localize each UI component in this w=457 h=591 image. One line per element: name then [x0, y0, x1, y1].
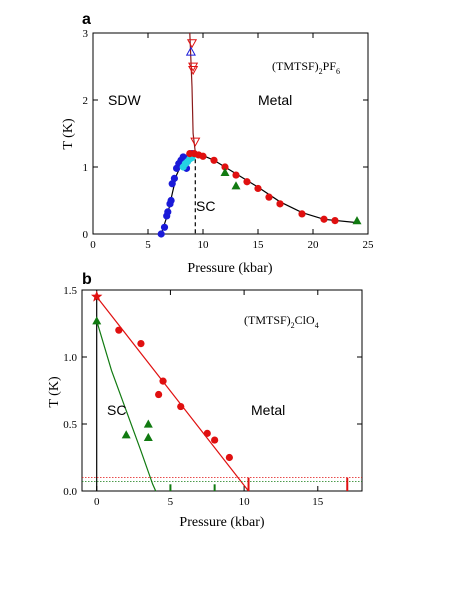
region-sdw-label: SDW	[108, 92, 141, 108]
formula-a-suffix-sub: 6	[336, 67, 340, 76]
data-point-circle	[157, 230, 165, 238]
data-point-circle	[320, 215, 328, 223]
panel-a-y-axis-label: T (K)	[61, 118, 76, 150]
data-point-circle	[254, 184, 262, 193]
data-point-circle	[203, 429, 211, 437]
region-metal-label-b: Metal	[251, 402, 285, 418]
data-point-circle	[225, 453, 233, 462]
y-tick-label: 1	[83, 162, 89, 174]
data-point-triangle	[121, 430, 131, 439]
data-point-circle	[210, 156, 218, 164]
data-point-open-triangle-down	[190, 137, 201, 147]
data-point-circle	[170, 174, 178, 182]
data-point-triangle	[352, 216, 362, 225]
data-point-circle	[221, 163, 229, 171]
panel-a-frame	[92, 32, 369, 235]
formula-b-prefix: (TMTSF)	[244, 313, 291, 327]
x-tick-label: 5	[145, 239, 151, 251]
data-point-triangle	[92, 316, 102, 325]
data-point-circle	[331, 217, 339, 225]
panel-b-y-ticks: 0.0 0.5 1.0 1.5	[63, 285, 362, 498]
region-sc-label-b: SC	[107, 402, 126, 418]
data-point-open-triangle-up	[185, 46, 196, 56]
x-tick-label: 0	[94, 496, 100, 508]
series-line	[96, 320, 157, 492]
y-tick-label: 1.5	[63, 285, 77, 297]
data-point-circle	[159, 377, 167, 385]
data-point-circle	[167, 196, 175, 205]
region-sc-label: SC	[196, 198, 215, 214]
panel-b-y-axis-label: T (K)	[47, 376, 62, 408]
region-metal-label: Metal	[258, 92, 292, 108]
data-point-circle	[199, 152, 207, 160]
data-point-triangle	[143, 432, 153, 441]
y-tick-label: 3	[83, 28, 89, 40]
formula-a-sub: 2	[319, 67, 323, 76]
data-point-circle	[137, 340, 145, 348]
panel-b-frame	[81, 289, 363, 492]
data-point-circle	[164, 208, 172, 216]
panel-b-vertical-marks	[169, 477, 349, 491]
compound-formula-b: (TMTSF)2ClO4	[244, 313, 319, 330]
formula-b-suffix: ClO	[295, 313, 315, 327]
y-tick-label: 0.0	[63, 486, 77, 498]
x-tick-label: 20	[308, 239, 320, 251]
panel-a-points	[157, 39, 362, 238]
y-tick-label: 0.5	[63, 419, 77, 431]
x-tick-label: 10	[198, 239, 210, 251]
x-tick-label: 5	[168, 496, 174, 508]
panel-b: b 0 5 10 15 0.0 0.5 1.0 1.5 Pressure (kbar) T …	[47, 271, 363, 530]
y-tick-label: 1.0	[63, 352, 77, 364]
x-tick-label: 15	[253, 239, 265, 251]
x-tick-label: 15	[312, 496, 324, 508]
data-point-triangle	[231, 181, 241, 190]
data-point-circle	[265, 193, 273, 201]
x-tick-label: 0	[90, 239, 96, 251]
data-point-open-triangle-down	[186, 39, 198, 49]
data-point-circle	[177, 402, 185, 411]
compound-formula-a: (TMTSF)2PF6	[272, 59, 340, 76]
formula-a-prefix: (TMTSF)	[272, 59, 319, 73]
panel-a-label: a	[82, 11, 91, 28]
formula-b-suffix-sub: 4	[315, 321, 319, 330]
data-point-triangle	[143, 419, 153, 428]
data-point-open-triangle-down	[188, 65, 199, 76]
x-tick-label: 25	[363, 239, 375, 251]
panel-a-x-axis-label: Pressure (kbar)	[187, 261, 272, 276]
data-point-triangle	[220, 167, 230, 176]
data-point-circle	[211, 436, 219, 444]
panel-b-x-axis-label: Pressure (kbar)	[179, 515, 264, 530]
x-tick-label: 10	[239, 496, 251, 508]
data-point-circle	[160, 223, 169, 231]
panel-b-label: b	[82, 271, 92, 288]
y-tick-label: 0	[83, 229, 89, 241]
data-point-circle	[232, 171, 240, 179]
data-point-circle	[115, 326, 123, 334]
panel-b-lines	[82, 296, 362, 492]
panel-a-x-ticks: 0 5 10 15 20 25	[90, 33, 374, 251]
y-tick-label: 2	[83, 95, 89, 107]
formula-a-suffix: PF	[323, 59, 337, 73]
data-point-circle	[155, 390, 163, 399]
data-point-star	[91, 290, 103, 302]
data-point-circle	[298, 210, 306, 218]
data-point-circle	[243, 178, 251, 186]
formula-b-sub: 2	[291, 321, 295, 330]
panel-b-points	[91, 290, 233, 462]
panel-a-y-ticks: 0 1 2 3	[83, 28, 368, 241]
data-point-circle	[276, 200, 284, 208]
series-line	[160, 153, 358, 235]
